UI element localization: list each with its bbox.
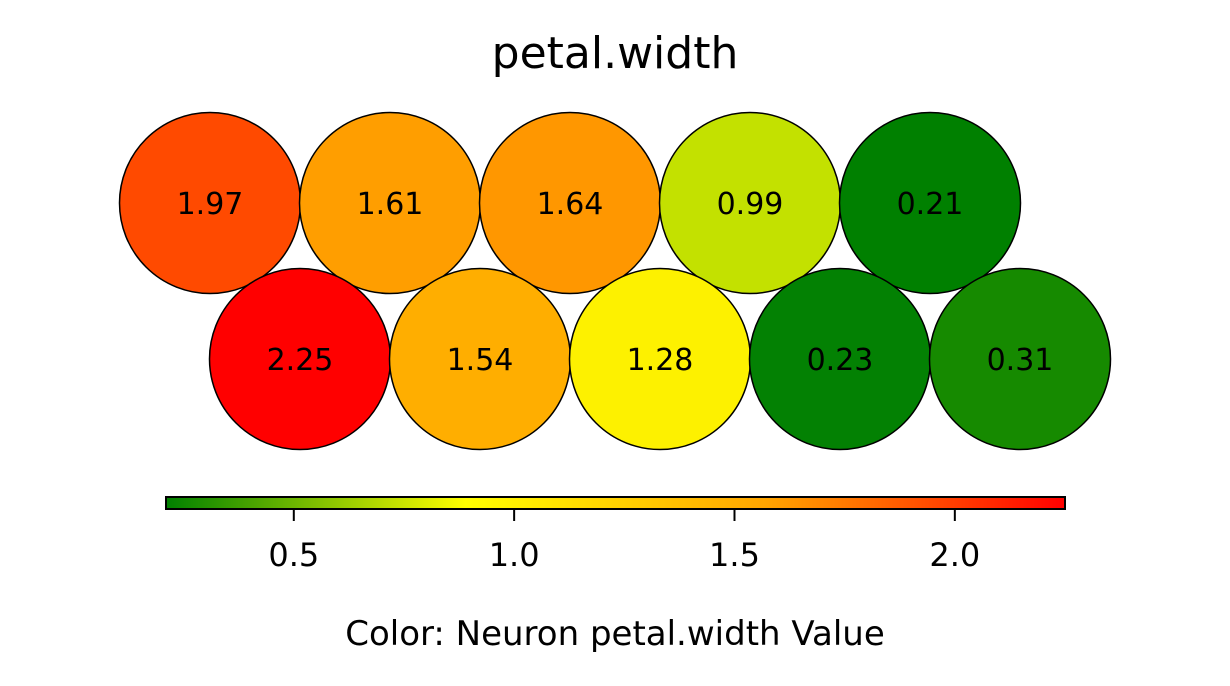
colorbar-tick-label: 1.0: [489, 536, 540, 574]
neuron-cell: 0.99: [658, 111, 842, 295]
neuron-value-label: 0.99: [717, 187, 784, 222]
neuron-circle: [838, 111, 1022, 295]
neuron-cell: 1.54: [388, 267, 572, 451]
chart-title: petal.width: [492, 28, 739, 79]
neuron-value-label: 0.21: [897, 187, 964, 222]
neuron-cell: 1.64: [478, 111, 662, 295]
neuron-value-label: 1.54: [447, 343, 514, 378]
neuron-cell: 1.61: [298, 111, 482, 295]
neuron-cell: 1.28: [568, 267, 752, 451]
neuron-cell: 2.25: [208, 267, 392, 451]
colorbar-ticks: 0.5 1.0 1.5 2.0: [268, 509, 980, 574]
colorbar-label: Color: Neuron petal.width Value: [345, 614, 885, 654]
neuron-cell: 0.21: [838, 111, 1022, 295]
colorbar-tick-label: 2.0: [929, 536, 980, 574]
neuron-value-label: 0.23: [807, 343, 874, 378]
colorbar-tick-label: 1.5: [709, 536, 760, 574]
colorbar-tick-label: 0.5: [268, 536, 319, 574]
neuron-value-label: 2.25: [267, 343, 334, 378]
colorbar: [165, 496, 1066, 510]
neuron-cell: 1.97: [118, 111, 302, 295]
cells-layer: 1.97 1.61 1.64 0.99 0.21 2.25 1.54 1.28 0.23 0.31: [118, 111, 1112, 451]
neuron-cell: 0.23: [748, 267, 932, 451]
neuron-circle: [928, 267, 1112, 451]
neuron-value-label: 1.28: [627, 343, 694, 378]
neuron-value-label: 1.97: [177, 187, 244, 222]
neuron-value-label: 0.31: [987, 343, 1054, 378]
neuron-value-label: 1.61: [357, 187, 424, 222]
neuron-value-label: 1.64: [537, 187, 604, 222]
neuron-cell: 0.31: [928, 267, 1112, 451]
